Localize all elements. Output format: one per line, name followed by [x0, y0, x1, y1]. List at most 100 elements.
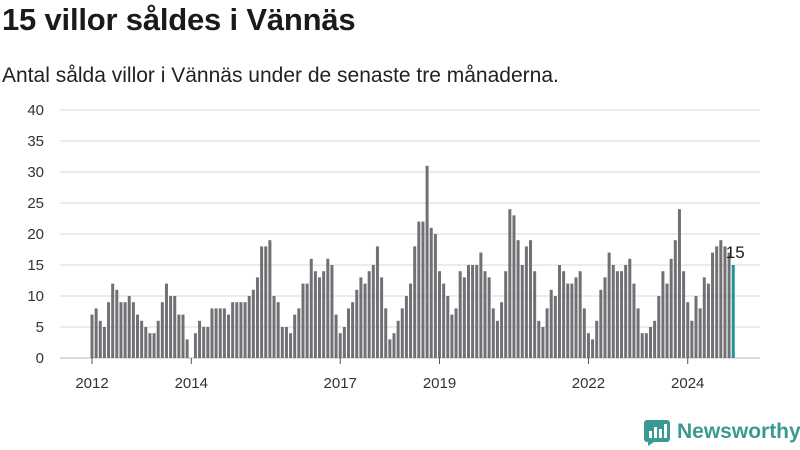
bar: [557, 265, 561, 358]
bar: [264, 246, 268, 358]
bar: [442, 283, 446, 358]
bar: [487, 277, 491, 358]
y-tick-label: 5: [36, 319, 44, 336]
newsworthy-chart-icon: [644, 420, 670, 446]
y-axis-ticks: 0 5 10 15 20 25 30 35 40: [27, 102, 44, 367]
bar: [702, 277, 706, 358]
bar: [553, 296, 557, 358]
y-tick-label: 30: [27, 164, 44, 181]
bar: [326, 258, 330, 358]
bar: [409, 283, 413, 358]
bar: [98, 320, 102, 358]
bar: [433, 234, 437, 358]
bar: [301, 283, 305, 358]
bar: [284, 327, 288, 358]
bar: [404, 296, 408, 358]
bar: [251, 289, 255, 358]
bar: [421, 221, 425, 358]
bar: [260, 246, 264, 358]
bar: [309, 258, 313, 358]
data-labels: 15: [726, 243, 745, 262]
bar: [144, 327, 148, 358]
bar: [276, 302, 280, 358]
bar: [719, 240, 723, 358]
x-tick-label: 2012: [75, 375, 108, 392]
bar: [131, 302, 135, 358]
bar: [210, 308, 214, 358]
logo-text: Newsworthy: [677, 420, 800, 443]
bar: [429, 227, 433, 358]
bar: [384, 308, 388, 358]
bar: [322, 271, 326, 358]
bar: [574, 277, 578, 358]
bar: [690, 320, 694, 358]
bar: [653, 320, 657, 358]
y-tick-label: 40: [27, 102, 44, 119]
bar: [711, 252, 715, 358]
bar: [586, 333, 590, 358]
bar: [102, 327, 106, 358]
bar: [648, 327, 652, 358]
bar: [375, 246, 379, 358]
bar: [202, 327, 206, 358]
bar: [504, 271, 508, 358]
y-tick-label: 35: [27, 133, 44, 150]
bar: [181, 314, 185, 358]
bar: [533, 271, 537, 358]
bar: [359, 277, 363, 358]
bar: [495, 320, 499, 358]
bar: [193, 333, 197, 358]
x-tick-label: 2024: [671, 375, 704, 392]
bar: [355, 289, 359, 358]
bar: [491, 308, 495, 358]
bar: [615, 271, 619, 358]
bar: [231, 302, 235, 358]
bar: [450, 314, 454, 358]
bar: [127, 296, 131, 358]
bar: [214, 308, 218, 358]
bar: [371, 265, 375, 358]
bar: [657, 296, 661, 358]
bar: [520, 265, 524, 358]
bar: [280, 327, 284, 358]
y-tick-label: 0: [36, 350, 44, 367]
bar: [636, 308, 640, 358]
bar: [338, 333, 342, 358]
bar: [94, 308, 98, 358]
bar: [524, 246, 528, 358]
bar: [206, 327, 210, 358]
x-tick-label: 2022: [572, 375, 605, 392]
bar: [417, 221, 421, 358]
bar: [644, 333, 648, 358]
bar: [483, 271, 487, 358]
bar: [413, 246, 417, 358]
bar: [541, 327, 545, 358]
bar: [330, 265, 334, 358]
bar: [346, 308, 350, 358]
bar: [222, 308, 226, 358]
bar: [516, 240, 520, 358]
bar: [400, 308, 404, 358]
bar: [111, 283, 115, 358]
bar: [363, 283, 367, 358]
bar: [475, 265, 479, 358]
bar: [289, 333, 293, 358]
bar: [591, 339, 595, 358]
bar: [247, 296, 251, 358]
bar: [425, 165, 429, 358]
bar: [235, 302, 239, 358]
bar: [152, 333, 156, 358]
bar: [462, 277, 466, 358]
bar: [107, 302, 111, 358]
bar: [164, 283, 168, 358]
bars: [90, 165, 735, 358]
bar: [611, 265, 615, 358]
bar: [169, 296, 173, 358]
bar: [293, 314, 297, 358]
bar: [313, 271, 317, 358]
bar: [305, 283, 309, 358]
bar: [160, 302, 164, 358]
bar: [218, 308, 222, 358]
bar: [466, 265, 470, 358]
bar: [595, 320, 599, 358]
